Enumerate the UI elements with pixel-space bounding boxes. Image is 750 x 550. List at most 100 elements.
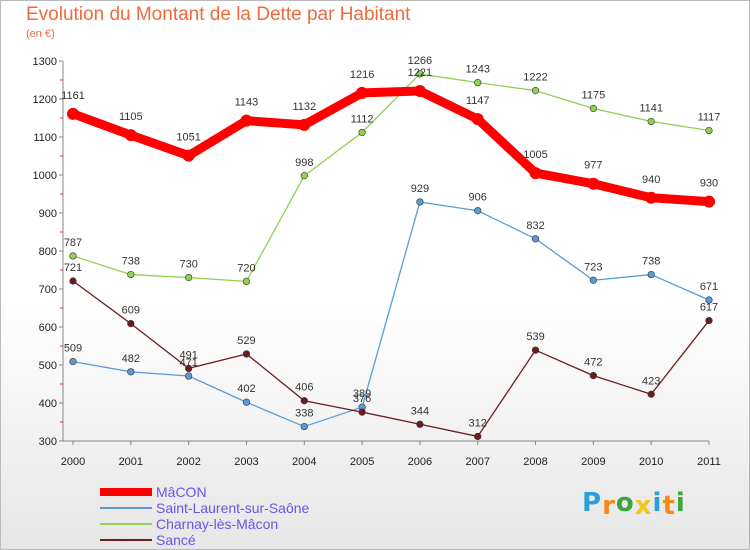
series-data-labels: 787 738 730 720 998 1112 1266 1243 1222 1175 1141 1…: [61, 55, 720, 430]
data-point: [647, 270, 655, 279]
chart-subtitle: (en €): [26, 28, 55, 40]
x-tick-label: 2010: [639, 456, 663, 468]
data-label: 406: [295, 382, 313, 394]
data-label: 529: [237, 335, 255, 347]
series-line-3: [72, 280, 710, 438]
data-label: 832: [526, 220, 544, 232]
data-point: [242, 398, 251, 406]
data-point: [645, 191, 658, 204]
y-tick-label: 900: [39, 208, 57, 220]
data-label: 1222: [523, 72, 547, 84]
logo-letter: i: [675, 488, 686, 518]
legend-swatch: [100, 488, 152, 496]
x-tick-label: 2004: [292, 456, 316, 468]
data-point: [185, 274, 193, 282]
data-point: [358, 128, 366, 137]
data-point: [705, 126, 713, 135]
data-point: [474, 432, 482, 441]
legend-item: Saint-Laurent-sur-Saône: [100, 500, 309, 516]
chart-title: Evolution du Montant de la Dette par Hab…: [26, 4, 411, 25]
y-tick-label: 800: [39, 246, 57, 258]
y-tick-label: 1300: [33, 56, 57, 68]
data-label: 1221: [408, 67, 432, 79]
y-tick-label: 1100: [33, 132, 57, 144]
data-label: 312: [469, 417, 487, 429]
series-line-2: [72, 73, 710, 283]
legend-item: MâCON: [100, 484, 309, 500]
data-point: [416, 70, 424, 78]
data-label: 720: [237, 262, 255, 274]
x-tick-label: 2006: [408, 456, 432, 468]
data-point: [705, 296, 713, 304]
series-line-0: [68, 86, 714, 207]
data-label: 1105: [119, 111, 143, 123]
data-point: [705, 316, 713, 325]
data-label: 482: [122, 353, 140, 365]
data-label: 509: [64, 343, 82, 355]
logo-letter: r: [602, 491, 616, 521]
data-point: [356, 86, 369, 99]
data-label: 617: [700, 302, 718, 314]
y-tick-label: 600: [39, 322, 57, 334]
data-label: 1175: [582, 90, 606, 102]
legend-swatch: [100, 507, 152, 509]
y-tick-label: 1000: [33, 170, 57, 182]
data-point: [298, 118, 311, 131]
data-point: [124, 129, 137, 142]
data-point: [647, 390, 655, 398]
data-point: [589, 276, 597, 284]
legend-label: MâCON: [156, 484, 207, 500]
legend-swatch: [100, 539, 152, 541]
data-point: [240, 114, 253, 127]
x-tick-label: 2008: [523, 456, 547, 468]
data-label: 738: [122, 256, 140, 268]
x-tick-label: 2002: [176, 456, 200, 468]
data-point: [127, 319, 135, 328]
data-point: [416, 420, 424, 428]
data-point: [647, 117, 655, 126]
data-label: 906: [469, 192, 487, 204]
data-point: [474, 207, 482, 215]
data-point: [185, 364, 193, 373]
data-point: [589, 104, 597, 113]
data-point: [127, 270, 135, 279]
legend-swatch: [100, 523, 152, 525]
data-point: [69, 277, 77, 285]
data-label: 376: [353, 393, 371, 405]
data-point: [182, 149, 195, 162]
data-point: [69, 357, 77, 366]
data-label: 471: [179, 357, 197, 369]
data-point: [413, 85, 426, 98]
data-label: 1051: [176, 132, 200, 144]
y-tick-label: 300: [39, 436, 57, 448]
x-tick-label: 2009: [581, 456, 605, 468]
legend: MâCON Saint-Laurent-sur-Saône Charnay-lès-…: [100, 484, 309, 548]
data-label: 738: [642, 256, 660, 268]
data-label: 1112: [351, 113, 374, 125]
data-label: 472: [584, 357, 602, 369]
x-tick-label: 2007: [465, 456, 489, 468]
data-label: 929: [411, 183, 429, 195]
legend-item: Charnay-lès-Mâcon: [100, 516, 309, 532]
logo-letter: t: [662, 491, 676, 521]
data-label: 1216: [350, 69, 374, 81]
data-point: [242, 277, 251, 286]
data-point: [358, 408, 366, 416]
logo-letter: P: [582, 488, 603, 518]
series-lines: [68, 73, 714, 438]
data-label: 539: [526, 331, 544, 343]
data-label: 1161: [61, 90, 85, 102]
data-label: 721: [64, 262, 82, 274]
data-point: [587, 177, 600, 190]
y-tick-label: 400: [39, 398, 57, 410]
series-points: [67, 70, 715, 441]
data-label: 389: [353, 388, 371, 400]
data-point: [300, 422, 308, 431]
data-point: [300, 397, 308, 405]
data-point: [531, 87, 540, 95]
data-point: [127, 368, 135, 376]
data-label: 1005: [523, 149, 547, 161]
x-tick-label: 2011: [697, 456, 721, 468]
data-label: 1117: [698, 112, 721, 124]
